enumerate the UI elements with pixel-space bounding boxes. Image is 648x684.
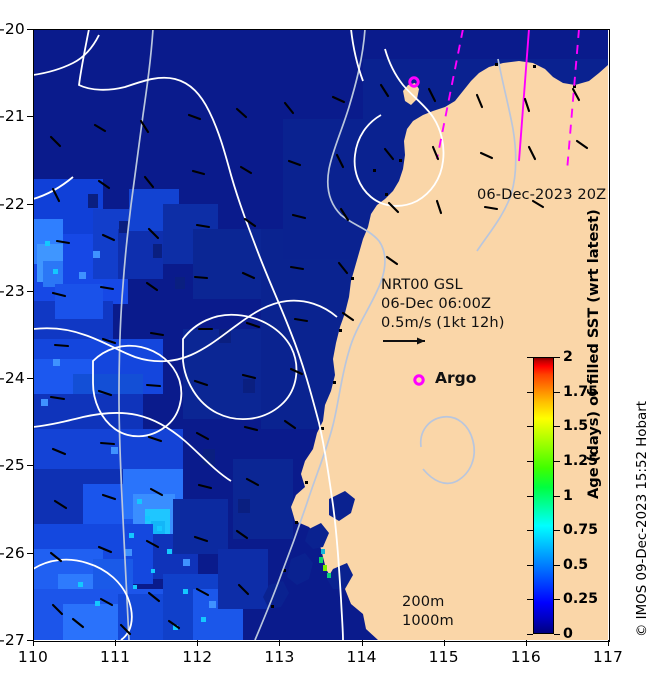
colorbar-tick-inner: [527, 426, 533, 428]
y-tick-label: -22: [0, 194, 25, 213]
x-tick: [361, 640, 363, 646]
colorbar-tick-inner: [527, 391, 533, 393]
y-tick-label: -21: [0, 107, 25, 126]
track-dashed-right: [566, 29, 580, 172]
colorbar-tick: [554, 460, 560, 462]
colorbar-tick-label: 1.25: [563, 452, 599, 469]
y-tick-label: -25: [0, 456, 25, 475]
colorbar-tick: [554, 530, 560, 532]
colorbar-tick-inner: [527, 599, 533, 601]
colorbar-gradient: [533, 357, 554, 634]
colorbar-tick-inner: [527, 460, 533, 462]
y-tick: [27, 552, 33, 554]
x-tick: [115, 640, 117, 646]
argo-legend-label: Argo: [435, 369, 477, 387]
colorbar-tick: [554, 634, 560, 635]
y-tick-label: -24: [0, 369, 25, 388]
x-tick-label: 117: [592, 648, 624, 666]
colorbar-tick-inner: [527, 564, 533, 566]
y-tick: [27, 116, 33, 118]
map-svg: [33, 29, 608, 640]
colorbar-tick-label: 1.5: [563, 418, 589, 435]
gsl-scale-label: 0.5m/s (1kt 12h): [381, 314, 505, 331]
depth-legend-block: 200m 1000m: [402, 592, 454, 630]
y-tick-label: -23: [0, 281, 25, 300]
colorbar-tick: [554, 391, 560, 393]
y-tick: [27, 640, 33, 641]
velocity-scale-arrow: [383, 337, 425, 345]
colorbar-tick-label: 1.75: [563, 383, 599, 400]
colorbar-tick: [554, 599, 560, 601]
colorbar-title: Age (days) of filled SST (wrt latest): [585, 209, 602, 499]
x-tick-label: 112: [182, 648, 213, 666]
x-tick: [197, 640, 199, 646]
shelf-age-pixels: [319, 549, 331, 578]
x-tick: [608, 640, 609, 646]
x-tick-label: 111: [100, 648, 131, 666]
argo-legend-marker-icon: [413, 374, 425, 386]
y-tick: [27, 203, 33, 205]
y-tick: [27, 29, 33, 30]
x-tick-label: 116: [510, 648, 541, 666]
y-tick-label: -27: [0, 631, 25, 649]
colorbar-tick-label: 0.25: [563, 591, 599, 608]
satellite-track-lines: [436, 29, 580, 172]
x-tick-label: 110: [17, 648, 49, 666]
colorbar-tick-label: 2: [563, 349, 573, 365]
current-vector-arrows: [49, 83, 589, 636]
contour-200m: [33, 29, 445, 640]
colorbar-tick-label: 0.75: [563, 522, 599, 539]
y-tick: [27, 378, 33, 380]
colorbar-tick-label: 0: [563, 626, 573, 640]
track-solid-center: [518, 29, 530, 162]
date-label: 06-Dec-2023 20Z: [477, 186, 607, 203]
gsl-time-label: 06-Dec 06:00Z: [381, 295, 492, 312]
argo-float-marker[interactable]: [408, 76, 420, 88]
colorbar-tick-label: 1: [563, 487, 573, 504]
colorbar-tick-label: 0.5: [563, 556, 589, 573]
x-tick: [443, 640, 445, 646]
depth-1000m-label: 1000m: [402, 612, 454, 629]
colorbar-tick: [554, 357, 560, 358]
colorbar-tick-inner: [527, 634, 533, 635]
depth-200m-label: 200m: [402, 593, 445, 610]
contour-1000m: [118, 29, 517, 640]
x-tick: [33, 640, 34, 646]
x-tick-label: 115: [428, 648, 459, 666]
y-tick: [27, 465, 33, 467]
y-tick-label: -20: [0, 20, 25, 38]
gsl-product-label: NRT00 GSL: [381, 276, 463, 293]
colorbar-tick: [554, 495, 560, 497]
y-tick: [27, 290, 33, 292]
track-dashed-left: [436, 29, 464, 160]
coast-edge-pixels: [271, 63, 576, 608]
colorbar-tick-inner: [527, 530, 533, 532]
x-tick: [279, 640, 281, 646]
colorbar-tick-inner: [527, 357, 533, 358]
map-plot-area[interactable]: 06-Dec-2023 20Z NRT00 GSL 06-Dec 06:00Z …: [33, 29, 608, 640]
x-tick-label: 113: [264, 648, 295, 666]
colorbar-tick-inner: [527, 495, 533, 497]
colorbar-tick: [554, 426, 560, 428]
x-tick-label: 114: [346, 648, 377, 666]
gsl-info-block: NRT00 GSL 06-Dec 06:00Z 0.5m/s (1kt 12h): [381, 275, 505, 349]
x-tick: [525, 640, 527, 646]
colorbar-tick: [554, 564, 560, 566]
y-tick-label: -26: [0, 543, 25, 562]
credit-label: © IMOS 09-Dec-2023 15:52 Hobart: [635, 401, 648, 637]
